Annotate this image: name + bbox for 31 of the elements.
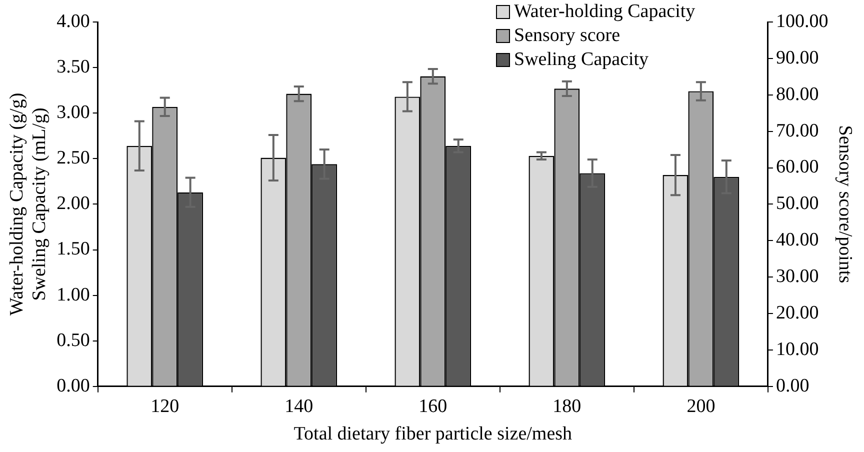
y2-tick-label: 100.00 <box>776 10 828 32</box>
y2-tick-label: 30.00 <box>776 266 819 288</box>
y-tick-label: 0.00 <box>56 375 90 396</box>
y-tick-label: 2.50 <box>56 148 90 169</box>
y2-tick-label: 50.00 <box>776 193 819 214</box>
y-tick-label: 3.50 <box>56 56 90 78</box>
y-axis-title: Water-holding Capacity (g/g) Sweling Capacity (mL/g) <box>6 92 50 316</box>
x-tick-label: 160 <box>418 396 448 417</box>
y-tick-label: 2.00 <box>56 193 90 214</box>
y-tick-label: 3.00 <box>56 102 90 124</box>
legend-label: Sweling Capacity <box>513 48 650 72</box>
x-axis-title: Total dietary fiber particle size/mesh <box>294 424 573 445</box>
y2-tick-label: 80.00 <box>776 84 819 105</box>
y-tick-label: 1.00 <box>56 284 90 306</box>
x-tick-label: 120 <box>150 396 180 417</box>
y2-tick-label: 70.00 <box>776 120 819 142</box>
x-tick-label: 200 <box>686 396 716 417</box>
y2-tick-label: 20.00 <box>776 302 819 324</box>
x-tick-label: 180 <box>552 396 582 417</box>
y2-tick-label: 10.00 <box>776 338 819 360</box>
y2-tick-label: 40.00 <box>776 230 819 251</box>
legend-label: Water-holding Capacity <box>513 0 696 24</box>
y-tick-label: 1.50 <box>56 238 90 260</box>
x-tick-label: 140 <box>284 396 314 417</box>
y-tick-label: 4.00 <box>56 10 90 32</box>
y-tick-label: 0.50 <box>56 330 90 351</box>
y2-tick-label: 0.00 <box>776 375 810 396</box>
y2-tick-label: 90.00 <box>776 47 819 68</box>
y2-tick-label: 60.00 <box>776 156 819 178</box>
legend-label: Sensory score <box>513 24 622 48</box>
y2-axis-title: Sensory score/points <box>834 125 856 284</box>
